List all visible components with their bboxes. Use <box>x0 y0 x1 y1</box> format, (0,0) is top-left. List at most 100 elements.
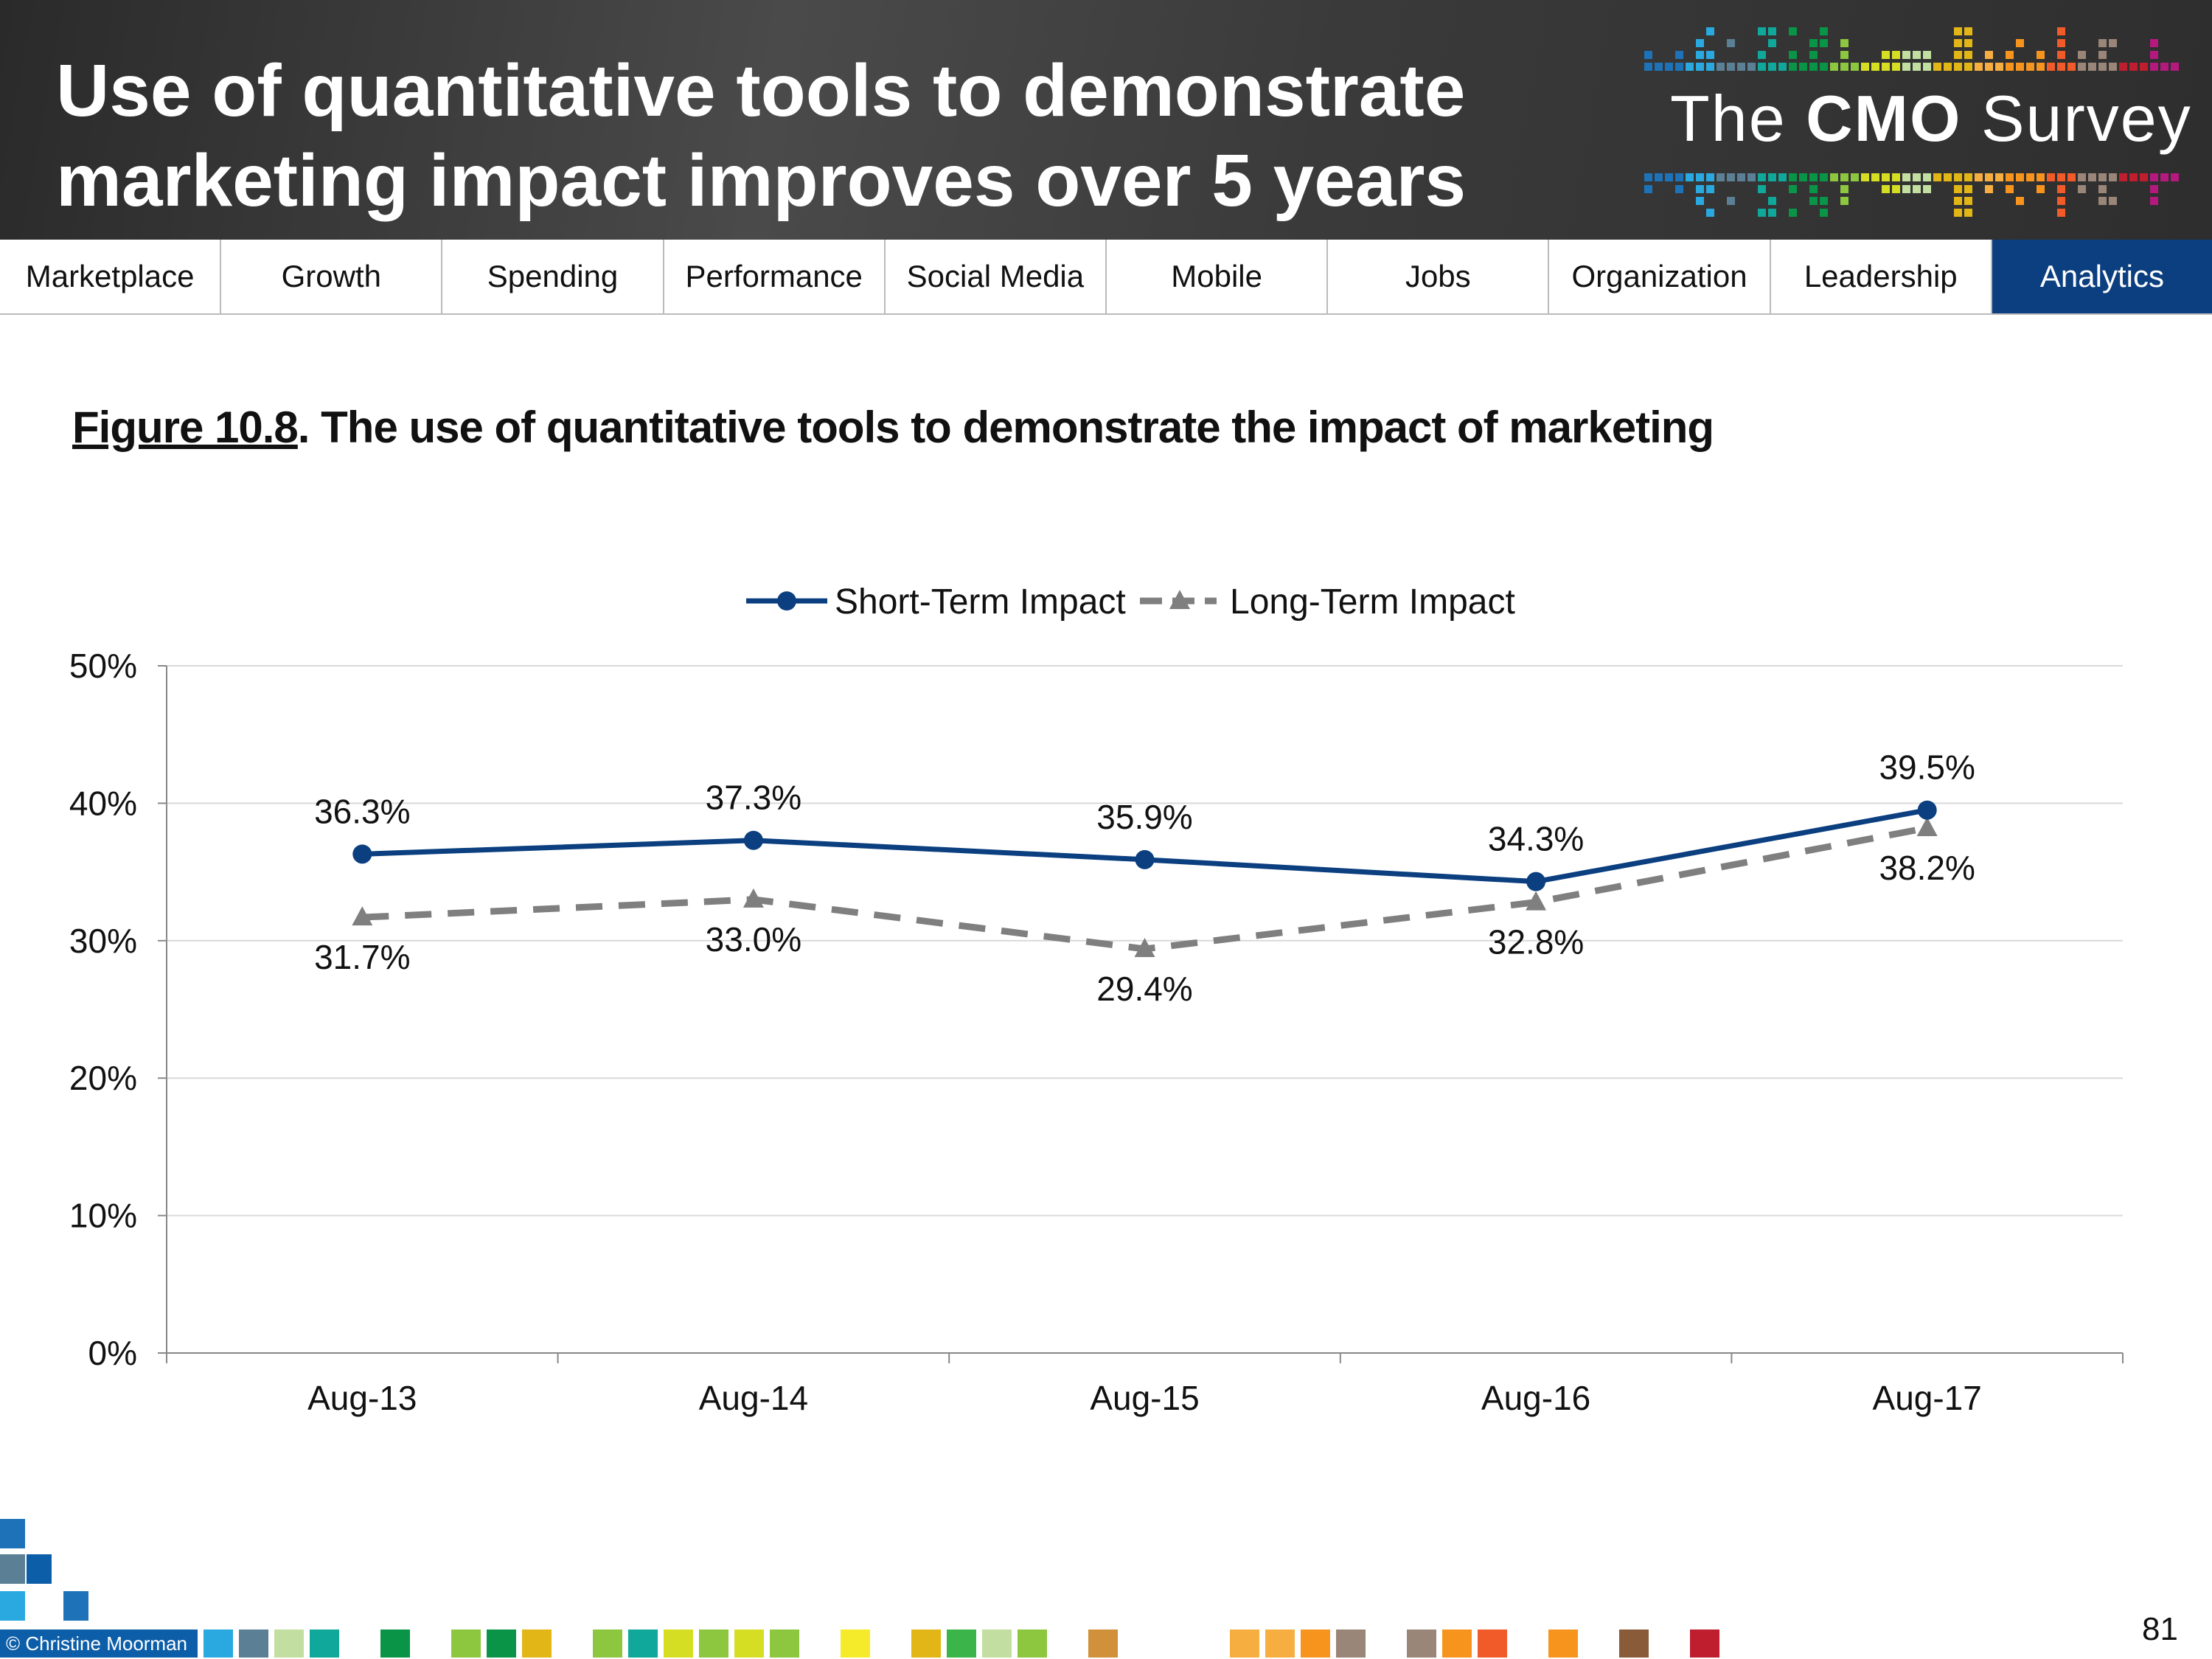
logo-pixel <box>1892 173 1900 181</box>
logo-pixel <box>1768 27 1776 35</box>
nav-tab-analytics[interactable]: Analytics <box>1992 240 2212 313</box>
y-tick-label: 30% <box>69 922 137 960</box>
logo-pixel <box>2140 63 2148 71</box>
data-label: 37.3% <box>706 779 801 817</box>
logo-pixel <box>1737 173 1745 181</box>
logo-pixel <box>1737 63 1745 71</box>
logo-pixel <box>1696 51 1704 59</box>
nav-tab-organization[interactable]: Organization <box>1549 240 1771 313</box>
footer-swatch <box>1088 1630 1118 1658</box>
nav-tab-growth[interactable]: Growth <box>221 240 443 313</box>
copyright: © Christine Moorman <box>0 1630 198 1658</box>
logo-pixel <box>1758 63 1766 71</box>
logo-pixel <box>1665 173 1673 181</box>
y-tick-label: 0% <box>88 1334 137 1372</box>
logo-pixel <box>1985 51 1993 59</box>
footer-swatch <box>451 1630 481 1658</box>
logo-pixel <box>2037 185 2045 193</box>
logo-pixel <box>1954 27 1962 35</box>
logo-pixel <box>1696 185 1704 193</box>
logo-pixel <box>1840 197 1848 205</box>
logo-pixel <box>1675 185 1683 193</box>
logo-pixel <box>2119 63 2127 71</box>
data-point <box>352 844 372 864</box>
x-tick-label: Aug-15 <box>1090 1379 1199 1417</box>
logo-pixel <box>1768 209 1776 217</box>
nav-tab-mobile[interactable]: Mobile <box>1107 240 1329 313</box>
logo-pixel <box>1799 63 1807 71</box>
footer-swatch <box>1336 1630 1366 1658</box>
legend-label-short-term: Short-Term Impact <box>835 582 1126 622</box>
logo-pixel <box>1954 39 1962 47</box>
logo-pixel <box>1954 51 1962 59</box>
nav-tab-jobs[interactable]: Jobs <box>1328 240 1550 313</box>
logo-pixel <box>2150 185 2158 193</box>
data-point <box>1134 937 1155 957</box>
nav-tab-marketplace[interactable]: Marketplace <box>0 240 222 313</box>
logo-pixel <box>1882 185 1890 193</box>
logo-pixel <box>1923 51 1931 59</box>
logo-pixel <box>1892 51 1900 59</box>
logo-pixel <box>2160 63 2168 71</box>
logo-pixel <box>1768 39 1776 47</box>
logo-pixel <box>1686 63 1694 71</box>
logo-pixel <box>1840 39 1848 47</box>
logo-pixel <box>1644 173 1652 181</box>
logo-pixel <box>1954 197 1962 205</box>
logo-pixel <box>1985 185 1993 193</box>
nav-tab-spending[interactable]: Spending <box>442 240 664 313</box>
logo-pixel <box>2006 185 2014 193</box>
footer-swatch <box>1548 1630 1578 1658</box>
figure-caption: . The use of quantitative tools to demon… <box>297 403 1714 452</box>
logo-pixel <box>1871 173 1879 181</box>
logo-pixel <box>2150 63 2158 71</box>
logo-pixel <box>1964 185 1972 193</box>
logo-pixel <box>2067 63 2076 71</box>
logo-pixel <box>1686 173 1694 181</box>
logo-pixel <box>2140 173 2148 181</box>
y-tick-label: 10% <box>69 1197 137 1235</box>
y-tick-label: 40% <box>69 784 137 822</box>
footer-swatch <box>841 1630 870 1658</box>
footer-swatch <box>1301 1630 1330 1658</box>
logo-pixel <box>1882 173 1890 181</box>
logo-pixel <box>1840 51 1848 59</box>
logo-pixel <box>1923 173 1931 181</box>
data-point <box>1917 800 1937 820</box>
logo-pixel <box>1975 63 1983 71</box>
logo-pixel <box>1820 27 1828 35</box>
logo-pixel <box>1892 63 1900 71</box>
logo-pixel <box>2098 173 2107 181</box>
nav-tab-leadership[interactable]: Leadership <box>1771 240 1992 313</box>
logo-pixel <box>2078 173 2086 181</box>
legend-marker-long-term <box>1169 590 1190 609</box>
logo-pixel <box>1923 185 1931 193</box>
logo-pixel <box>2171 173 2179 181</box>
logo-pixel <box>1882 51 1890 59</box>
data-point <box>1135 849 1155 869</box>
nav-tab-social-media[interactable]: Social Media <box>886 240 1107 313</box>
logo-pixel <box>1995 173 2003 181</box>
logo-pixel <box>1954 209 1962 217</box>
footer-swatch <box>380 1630 410 1658</box>
logo-pixel <box>2037 51 2045 59</box>
cmo-survey-logo-pixels <box>1644 27 2179 217</box>
page-title: Use of quantitative tools to demonstrate… <box>56 46 1466 226</box>
logo-pixel <box>1913 173 1921 181</box>
logo-pixel <box>1820 63 1828 71</box>
logo-pixel <box>1717 63 1725 71</box>
logo-pixel <box>1830 63 1838 71</box>
logo-pixel <box>1644 63 1652 71</box>
data-point <box>1916 816 1938 836</box>
logo-pixel <box>1954 185 1962 193</box>
nav-tab-performance[interactable]: Performance <box>664 240 886 313</box>
data-point <box>742 888 764 908</box>
page-title-line2: marketing impact improves over 5 years <box>56 139 1467 222</box>
logo-pixel <box>1727 39 1735 47</box>
footer-swatch <box>770 1630 799 1658</box>
logo-pixel <box>1644 185 1652 193</box>
logo-pixel <box>1995 63 2003 71</box>
logo-pixel <box>1789 173 1797 181</box>
